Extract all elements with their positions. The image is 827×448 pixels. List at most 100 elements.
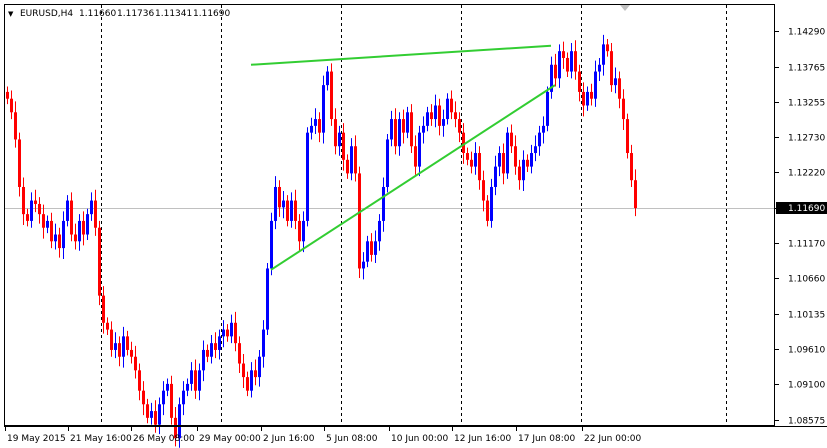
candle-bear[interactable] bbox=[26, 214, 29, 221]
candle-bear[interactable] bbox=[246, 377, 249, 391]
candle-bull[interactable] bbox=[434, 105, 437, 120]
candle-bear[interactable] bbox=[118, 343, 121, 357]
candle-bull[interactable] bbox=[598, 64, 601, 72]
candle-bull[interactable] bbox=[390, 119, 393, 140]
candle-bear[interactable] bbox=[354, 146, 357, 174]
candle-bull[interactable] bbox=[570, 51, 573, 72]
candle-bear[interactable] bbox=[98, 227, 101, 296]
candle-bear[interactable] bbox=[6, 91, 9, 99]
trendline-upper[interactable] bbox=[250, 44, 552, 66]
candle-bull[interactable] bbox=[362, 261, 365, 269]
candle-bear[interactable] bbox=[554, 64, 557, 79]
candle-bull[interactable] bbox=[418, 132, 421, 167]
candle-bear[interactable] bbox=[438, 105, 441, 126]
candle-bear[interactable] bbox=[606, 44, 609, 52]
candle-bull[interactable] bbox=[66, 200, 69, 221]
candle-bull[interactable] bbox=[614, 78, 617, 86]
symbol-menu-arrow[interactable]: ▼ bbox=[8, 10, 14, 18]
candle-bear[interactable] bbox=[394, 119, 397, 147]
candle-bull[interactable] bbox=[262, 329, 265, 357]
candle-bear[interactable] bbox=[578, 71, 581, 92]
candle-bear[interactable] bbox=[518, 166, 521, 181]
price-axis[interactable]: 1.14290 1.13765 1.13255 1.12730 1.12220 1.111… bbox=[775, 28, 827, 427]
candle-bull[interactable] bbox=[310, 125, 313, 133]
candle-bear[interactable] bbox=[618, 78, 621, 99]
candle-bull[interactable] bbox=[250, 370, 253, 391]
candle-bull[interactable] bbox=[602, 44, 605, 65]
candle-bear[interactable] bbox=[514, 146, 517, 167]
candle-bull[interactable] bbox=[218, 336, 221, 350]
candle-bull[interactable] bbox=[150, 411, 153, 418]
candle-bull[interactable] bbox=[282, 200, 285, 208]
candle-bear[interactable] bbox=[170, 383, 173, 418]
candle-bull[interactable] bbox=[594, 71, 597, 99]
candle-bull[interactable] bbox=[178, 404, 181, 439]
candle-bear[interactable] bbox=[454, 112, 457, 120]
candle-bull[interactable] bbox=[406, 112, 409, 133]
candle-bull[interactable] bbox=[30, 200, 33, 221]
candle-bear[interactable] bbox=[502, 153, 505, 174]
candle-bear[interactable] bbox=[82, 220, 85, 235]
candle-bear[interactable] bbox=[102, 295, 105, 323]
candle-bear[interactable] bbox=[294, 200, 297, 221]
candle-bear[interactable] bbox=[154, 411, 157, 425]
candle-layer[interactable] bbox=[6, 34, 637, 448]
candle-bear[interactable] bbox=[146, 404, 149, 418]
candle-bull[interactable] bbox=[350, 146, 353, 174]
candle-bull[interactable] bbox=[258, 356, 261, 378]
candle-bear[interactable] bbox=[130, 349, 133, 357]
candle-bear[interactable] bbox=[226, 329, 229, 337]
candle-bull[interactable] bbox=[366, 241, 369, 262]
candle-bull[interactable] bbox=[202, 349, 205, 371]
candle-bull[interactable] bbox=[210, 343, 213, 357]
candle-bull[interactable] bbox=[506, 132, 509, 174]
candle-bear[interactable] bbox=[138, 370, 141, 391]
candle-bull[interactable] bbox=[46, 220, 49, 228]
candle-bear[interactable] bbox=[370, 241, 373, 255]
candle-bear[interactable] bbox=[626, 119, 629, 154]
candle-bull[interactable] bbox=[558, 51, 561, 79]
candle-bear[interactable] bbox=[574, 51, 577, 72]
candle-bull[interactable] bbox=[426, 112, 429, 126]
candle-bear[interactable] bbox=[50, 220, 53, 242]
candle-bear[interactable] bbox=[206, 349, 209, 357]
candle-bull[interactable] bbox=[190, 370, 193, 384]
candle-bear[interactable] bbox=[234, 322, 237, 344]
candle-bull[interactable] bbox=[122, 336, 125, 357]
candle-bear[interactable] bbox=[214, 343, 217, 350]
candle-bull[interactable] bbox=[306, 132, 309, 221]
candle-bear[interactable] bbox=[42, 214, 45, 228]
candle-bull[interactable] bbox=[78, 220, 81, 242]
candle-bear[interactable] bbox=[254, 370, 257, 378]
candle-bull[interactable] bbox=[522, 159, 525, 181]
candle-bear[interactable] bbox=[458, 119, 461, 133]
candle-bear[interactable] bbox=[126, 336, 129, 350]
candle-bull[interactable] bbox=[290, 200, 293, 221]
candle-bear[interactable] bbox=[298, 220, 301, 242]
chart-shift-marker-icon[interactable] bbox=[620, 5, 630, 11]
candle-bear[interactable] bbox=[358, 173, 361, 269]
candle-bear[interactable] bbox=[142, 390, 145, 405]
candle-bear[interactable] bbox=[34, 200, 37, 204]
candle-bear[interactable] bbox=[242, 363, 245, 378]
candle-bull[interactable] bbox=[398, 119, 401, 147]
candle-bear[interactable] bbox=[462, 132, 465, 154]
candle-bear[interactable] bbox=[466, 153, 469, 160]
candle-bear[interactable] bbox=[430, 112, 433, 120]
candle-bear[interactable] bbox=[566, 57, 569, 72]
candle-bear[interactable] bbox=[330, 71, 333, 120]
candle-bear[interactable] bbox=[590, 91, 593, 99]
candle-bull[interactable] bbox=[542, 125, 545, 133]
trendline-layer[interactable] bbox=[250, 44, 556, 271]
candle-bull[interactable] bbox=[62, 220, 65, 249]
candle-bull[interactable] bbox=[186, 383, 189, 391]
candle-bull[interactable] bbox=[86, 214, 89, 235]
candle-bear[interactable] bbox=[450, 98, 453, 113]
candle-bear[interactable] bbox=[106, 322, 109, 330]
candle-bear[interactable] bbox=[402, 119, 405, 133]
candle-bear[interactable] bbox=[482, 180, 485, 201]
candle-bull[interactable] bbox=[474, 153, 477, 167]
candle-bear[interactable] bbox=[562, 51, 565, 58]
candle-bull[interactable] bbox=[338, 132, 341, 147]
time-axis[interactable]: 19 May 2015 21 May 16:00 26 May 08:00 29 Ma… bbox=[5, 426, 642, 444]
